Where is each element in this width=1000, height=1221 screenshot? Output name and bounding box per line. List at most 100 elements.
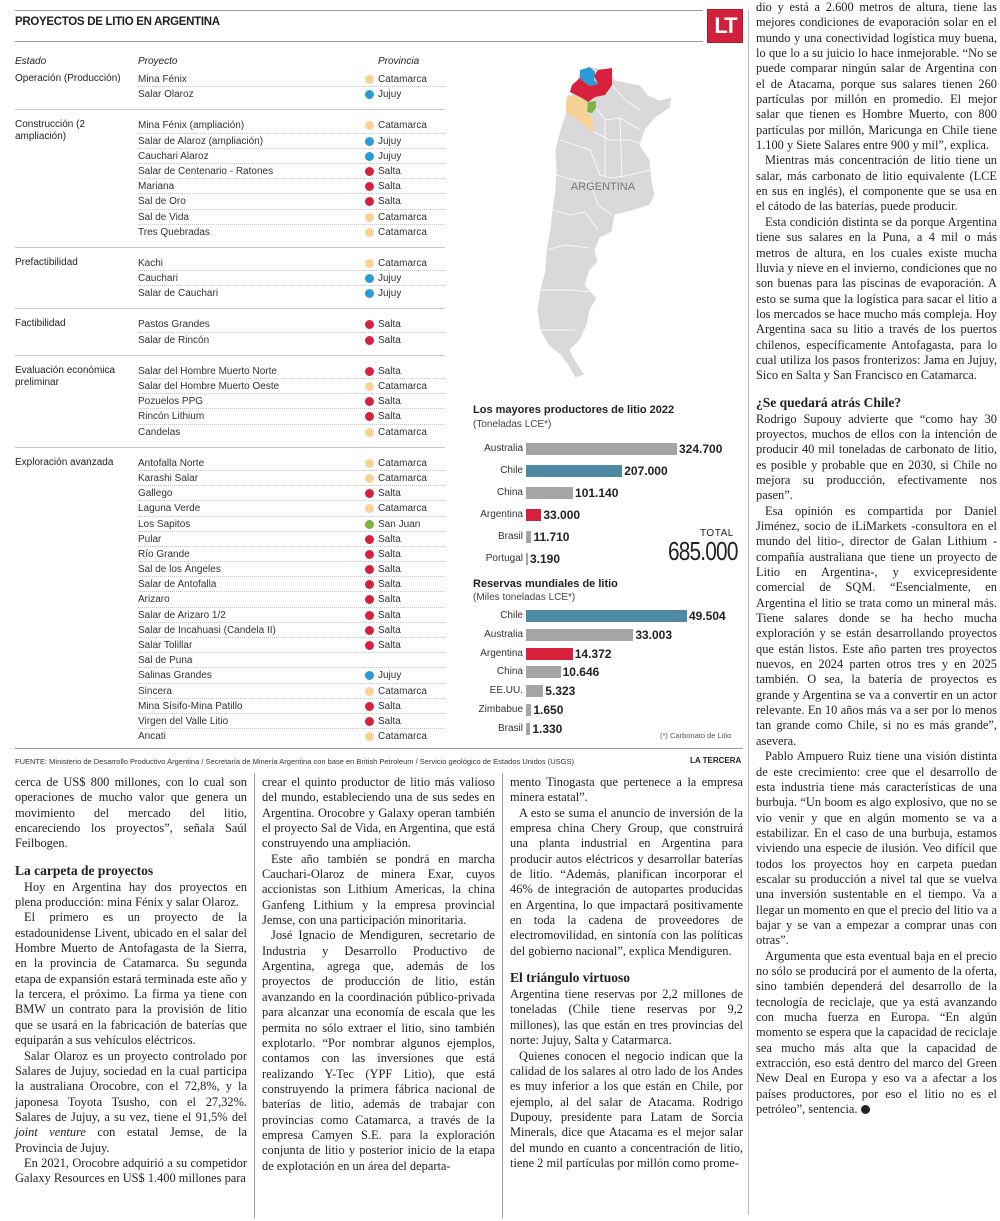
bar <box>526 666 561 679</box>
province-dot-icon <box>365 580 374 590</box>
project-name: Sal de Vida <box>138 211 189 223</box>
province-name: Catamarca <box>378 685 427 697</box>
table-row: Laguna Verde Catamarca <box>138 501 445 517</box>
chart1-title: Los mayores productores de litio 2022 <box>473 404 675 416</box>
table-row: Pular Salta <box>138 532 445 547</box>
section-heading: El triángulo virtuoso <box>510 970 631 986</box>
province-name: Salta <box>378 579 401 591</box>
province-dot-icon <box>365 335 374 345</box>
province-dot-icon <box>365 534 374 544</box>
project-name: Mina Sísifo-Mina Patillo <box>138 700 243 712</box>
bar-value: 33.000 <box>543 508 581 522</box>
table-row: Salar de Incahuasi (Candela II) Salta <box>138 623 445 638</box>
bar-label: Brasil <box>497 722 523 734</box>
table-row: Antofalla Norte Catamarca <box>138 456 445 471</box>
paragraph: Argentina tiene reservas por 2,2 millone… <box>510 987 743 1048</box>
map-province-jujuy <box>580 67 598 86</box>
project-name: Arizaro <box>138 594 170 606</box>
project-name: Salar de Incahuasi (Candela II) <box>138 624 276 636</box>
table-row: Salar Olaroz Jujuy <box>138 87 445 102</box>
map-province-tucuman <box>587 101 596 113</box>
project-name: Salar de Arizaro 1/2 <box>138 609 226 621</box>
project-name: Pastos Grandes <box>138 319 210 331</box>
paragraph: José Ignacio de Mendiguren, secretario d… <box>262 928 495 1173</box>
source-credit: FUENTE: Ministerio de Desarrollo Product… <box>15 757 575 766</box>
bar <box>526 465 623 477</box>
province-name: Jujuy <box>378 135 402 147</box>
bar-label: China <box>496 487 523 498</box>
table-row: Salar de Centenario - Ratones Salta <box>138 164 445 180</box>
province-name: Salta <box>378 609 401 621</box>
province-dot-icon <box>365 90 374 100</box>
table-row: Salar de Antofalla Salta <box>138 577 445 593</box>
project-name: Sal de Oro <box>138 196 186 208</box>
bar-label: Australia <box>484 443 523 454</box>
province-name: Salta <box>378 488 401 500</box>
paragraph: Hoy en Argentina hay dos proyectos en pl… <box>15 879 247 910</box>
table-row: Salar Tolillar Salta <box>138 638 445 654</box>
province-dot-icon <box>365 458 374 468</box>
province-name: Catamarca <box>378 503 427 515</box>
header-provincia: Provincia <box>378 56 420 67</box>
bar <box>526 531 532 543</box>
bar <box>526 685 544 698</box>
province-dot-icon <box>365 258 374 268</box>
chart1-subtitle: (Toneladas LCE*) <box>473 419 552 430</box>
province-name: Salta <box>378 564 401 576</box>
table-row: Mina Fénix (ampliación) Catamarca <box>138 118 445 134</box>
project-name: Sal de Puna <box>138 655 193 667</box>
map-country-shape <box>536 66 673 379</box>
project-name: Laguna Verde <box>138 503 201 515</box>
table-row: Sal de Vida Catamarca <box>138 210 445 225</box>
status-group: Operación (Producción) Mina Fénix Catamarc… <box>15 64 445 109</box>
project-name: Salar de Antofalla <box>138 579 217 591</box>
table-row: Kachi Catamarca <box>138 256 445 272</box>
bar-label: Argentina <box>480 647 523 659</box>
province-dot-icon <box>365 166 374 176</box>
province-name: Catamarca <box>378 457 427 469</box>
province-dot-icon <box>365 686 374 696</box>
project-name: Salar de Centenario - Ratones <box>138 165 274 177</box>
column-rule <box>254 773 255 1218</box>
bar-label: China <box>496 666 523 678</box>
bar-label: Chile <box>500 465 523 476</box>
province-name: Jujuy <box>378 288 402 300</box>
province-name: Catamarca <box>378 120 427 132</box>
province-dot-icon <box>365 397 374 407</box>
province-name: Salta <box>378 396 401 408</box>
project-name: Salar Tolillar <box>138 640 193 651</box>
project-name: Salar de Rincón <box>138 334 210 346</box>
province-dot-icon <box>365 366 374 376</box>
la-tercera-logo: LT <box>707 9 743 43</box>
province-name: Catamarca <box>378 74 427 85</box>
province-name: Salta <box>378 624 401 636</box>
province-name: Salta <box>378 700 401 712</box>
province-name: Jujuy <box>378 89 402 101</box>
chart2-subtitle: (Miles toneladas LCE*) <box>473 592 576 603</box>
table-row: Sincera Catamarca <box>138 684 445 699</box>
table-row: Pastos Grandes Salta <box>138 317 445 333</box>
status-group: Construcción (2 ampliación) Mina Fénix (a… <box>15 109 445 247</box>
bar-value: 207.000 <box>624 464 668 478</box>
province-dot-icon <box>365 701 374 711</box>
province-dot-icon <box>365 549 374 559</box>
status-label: Construcción (2 ampliación) <box>15 119 86 143</box>
status-group: Exploración avanzada Antofalla Norte Catam… <box>15 446 445 752</box>
table-row: Salar del Hombre Muerto Oeste Catamarca <box>138 379 445 395</box>
status-group: Factibilidad Pastos Grandes Salta Salar de … <box>15 308 445 354</box>
province-name: Salta <box>378 319 401 331</box>
bar-value: 33.003 <box>635 627 673 642</box>
bar-value: 101.140 <box>575 486 619 500</box>
table-row: Ancati Catamarca <box>138 729 445 744</box>
map-label: ARGENTINA <box>571 181 636 193</box>
province-name: Jujuy <box>378 150 402 162</box>
divider <box>15 10 703 11</box>
table-row: Tres Quebradas Catamarca <box>138 225 445 240</box>
project-name: Pular <box>138 533 162 545</box>
province-name: Salta <box>378 334 401 346</box>
province-name: Catamarca <box>378 211 427 223</box>
status-label: Prefactibilidad <box>15 256 78 268</box>
province-dot-icon <box>365 671 374 681</box>
total-label: TOTAL <box>700 528 734 539</box>
province-dot-icon <box>365 75 374 84</box>
